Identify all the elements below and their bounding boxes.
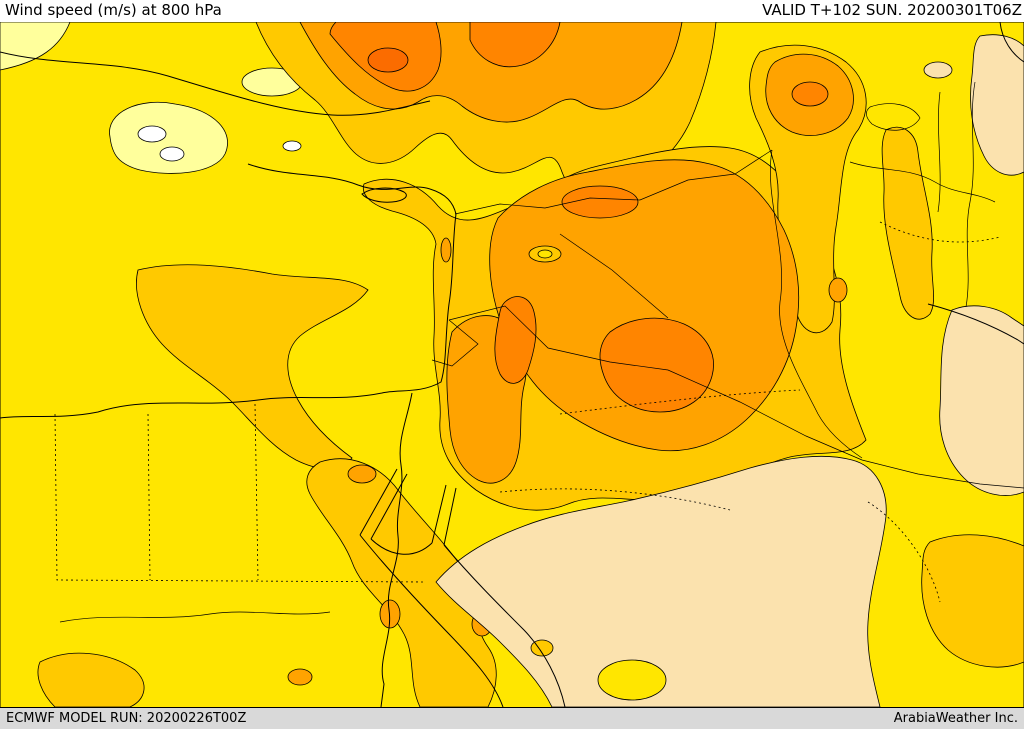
border-jordan-saudi [431,319,479,367]
country-borders [431,149,1024,489]
dotted-borders [54,221,1001,603]
contour-line-iran-4 [937,91,941,213]
border-iraq-iran [769,149,863,459]
fill-gold-egypt-wedge [136,264,369,470]
map-header: Wind speed (m/s) at 800 hPa VALID T+102 … [0,0,1024,22]
fill-white-calm-3 [282,140,302,152]
fill-gold-se-corner [921,534,1024,668]
contour-fills [0,22,1024,707]
valid-time-label: VALID T+102 SUN. 20200301T06Z [762,1,1022,19]
coast-sinai-gulfs [359,468,457,555]
fill-gold-sw-corner [37,652,145,707]
contour-line-iran-1 [849,161,996,203]
credit-label: ArabiaWeather Inc. [893,711,1018,726]
border-egypt-admin-2 [254,403,259,581]
contour-line-iran-2 [866,103,921,131]
fill-red-orange-core [367,47,409,73]
fill-yellow-patch-arabia [597,659,667,701]
fill-peach-east-edge [939,305,1024,496]
contour-line-iran-3 [965,81,976,308]
fill-pale-yellow-corner [0,22,71,71]
border-saudi-dotted-2 [499,488,731,511]
fill-orange-spot-zagros [828,277,848,303]
fill-white-calm-1 [137,125,167,143]
model-run-label: ECMWF MODEL RUN: 20200226T00Z [6,711,247,726]
wind-speed-map [0,22,1024,707]
contour-line-egypt-south [59,611,331,623]
fill-peach-ne-corner [970,34,1024,176]
fill-orange-spot-lebanon [440,237,452,263]
border-iraq-saudi [448,305,1024,489]
fill-dark-orange-west-core [494,296,537,384]
border-syria-iraq [559,233,669,319]
coast-red-sea-west [359,534,504,707]
fill-dark-orange-iraq-core [599,317,714,413]
border-saudi-dotted-3 [867,501,941,603]
contour-lines [59,81,996,623]
fill-pale-yellow-anatolia [109,101,228,174]
nile-river [380,392,413,707]
fill-dark-orange-top-east [469,22,561,68]
border-turkey-syria [454,149,773,215]
fill-white-calm-2 [159,146,185,162]
coast-caspian [999,22,1024,63]
map-canvas [0,22,1024,707]
fill-orange-spot-suez [347,464,377,484]
coast-red-sea-east [443,544,566,707]
fill-orange-spot-redsea-w [379,599,401,629]
map-footer: ECMWF MODEL RUN: 20200226T00Z ArabiaWeat… [0,707,1024,729]
coastlines [0,22,1024,707]
fill-dark-orange-nsyria [561,185,639,219]
fill-dark-orange-nw-iran-core [791,81,829,107]
border-saudi-dotted-1 [559,389,801,415]
border-egypt-libya-sudan [54,413,426,583]
fill-orange-spot-south [287,668,313,686]
coast-cyprus [361,187,407,203]
fill-contour-eye-inner [537,249,553,259]
fill-peach-spot-ne [923,61,953,79]
coast-persian-gulf [927,303,1024,345]
map-title: Wind speed (m/s) at 800 hPa [5,1,222,19]
coast-black-sea [0,51,431,116]
